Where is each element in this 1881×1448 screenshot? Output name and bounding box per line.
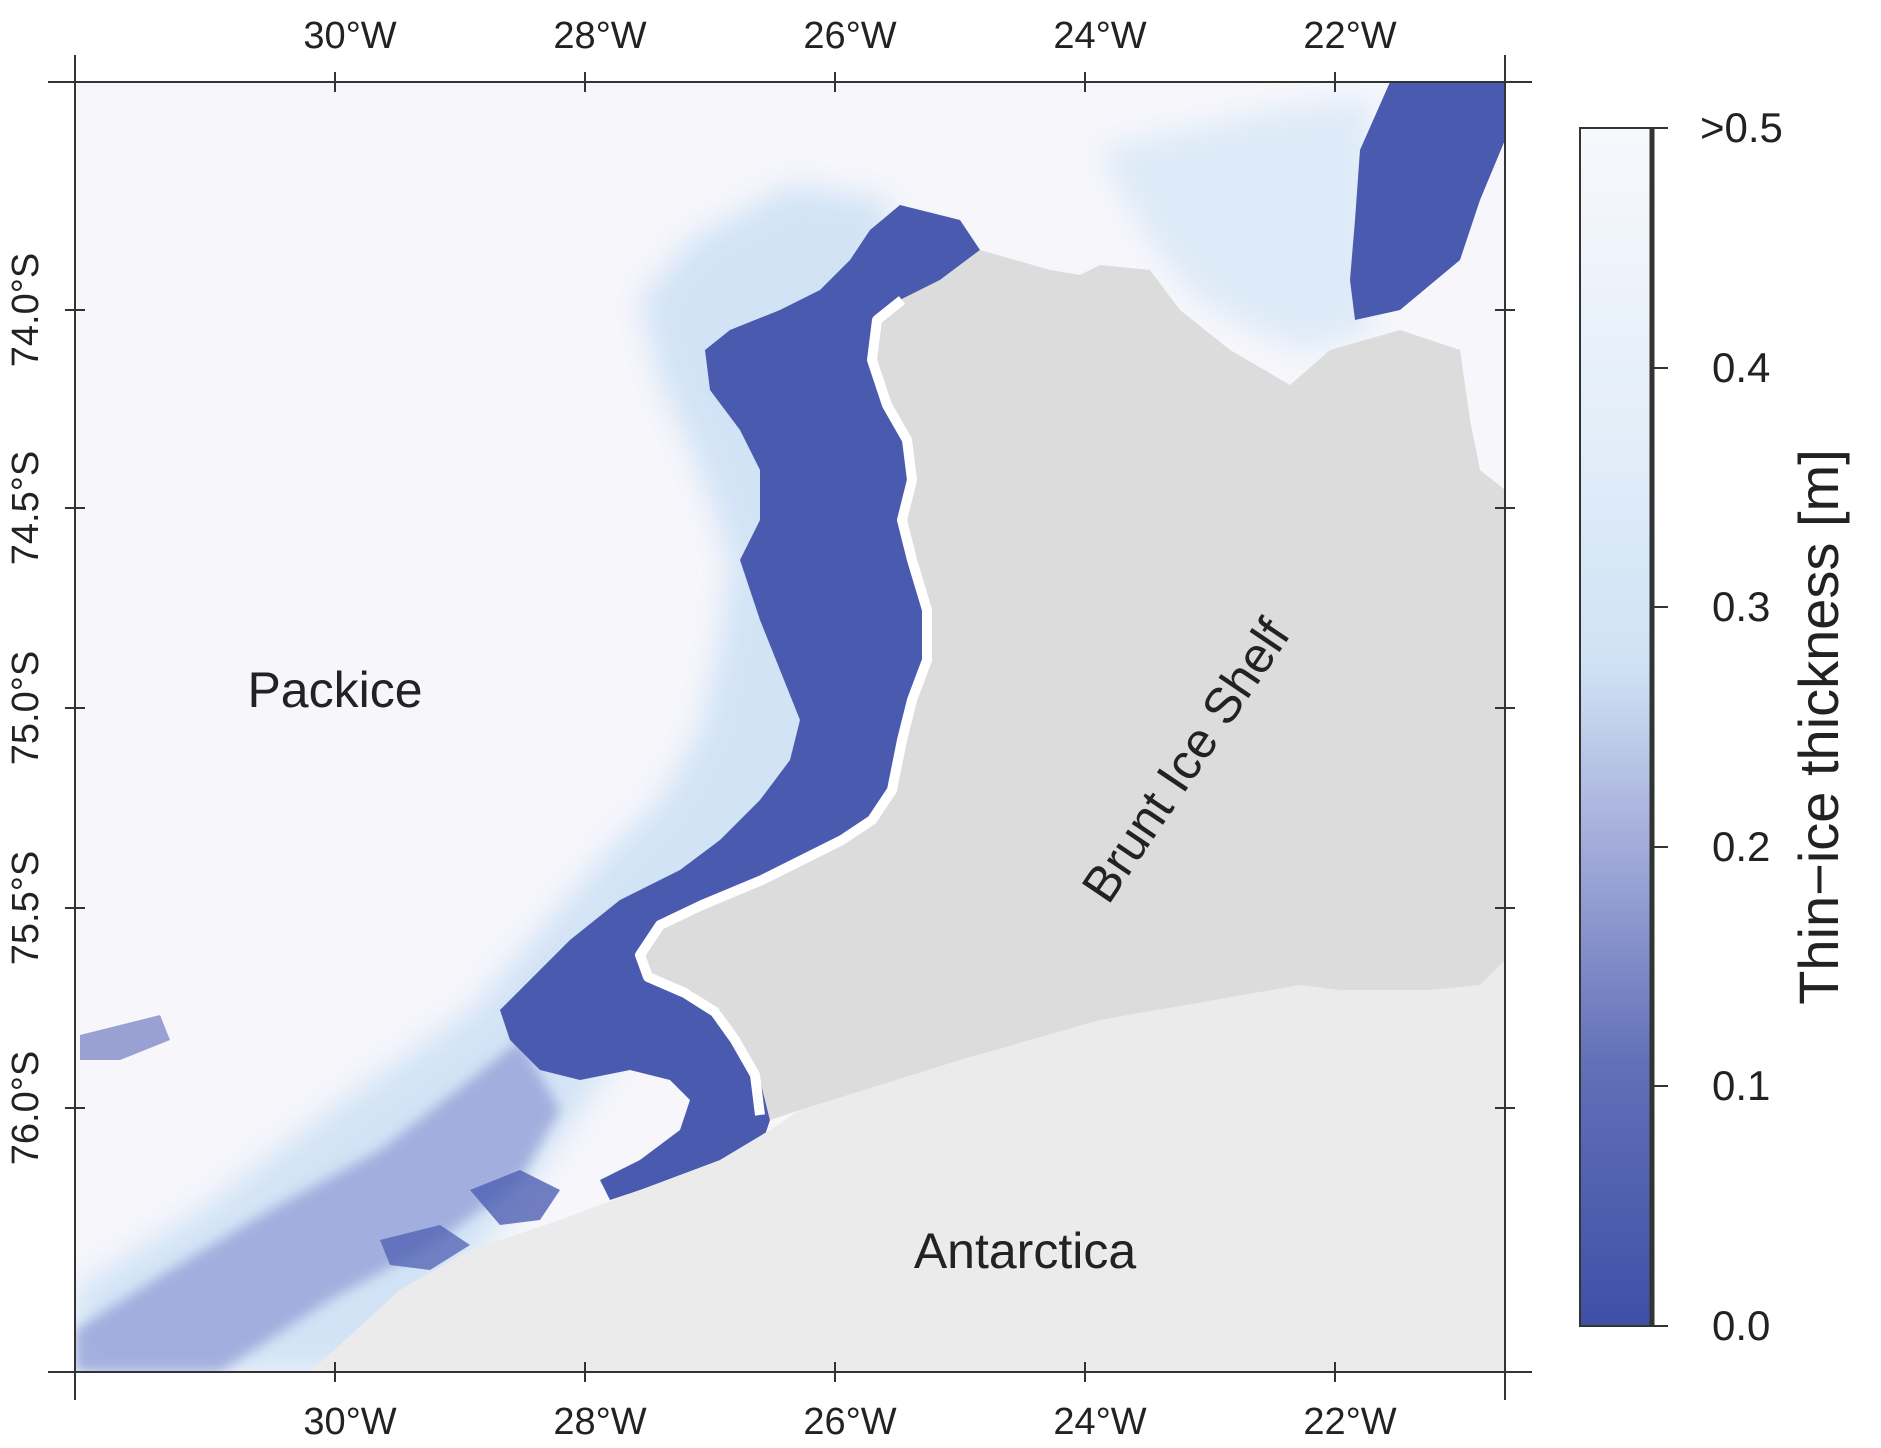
colorbar-tick-label: 0.4 [1712,344,1770,391]
thin-ice-dark-cluster [380,1225,470,1270]
thin-ice-dark-band [500,205,980,1200]
lat-label: 76.0°S [5,1051,47,1166]
thin-ice-dark-band-northeast [1350,82,1505,320]
colorbar-tick-label: 0.0 [1712,1302,1770,1349]
lon-label-bottom: 30°W [303,1401,396,1443]
lat-label: 74.5°S [5,451,47,566]
lat-label: 75.5°S [5,851,47,966]
brunt-ice-shelf [640,250,1505,1120]
lon-label-bottom: 22°W [1303,1401,1396,1443]
thin-ice-light-band-north [1100,100,1370,350]
colorbar: >0.5 0.4 0.3 0.2 0.1 0.0 Thin−ice thickn… [1579,104,1850,1349]
thin-ice-mid-band [75,1040,560,1372]
lon-label-top: 26°W [803,15,896,57]
lon-label-bottom: 28°W [553,1401,646,1443]
thin-ice-dark-cluster [470,1170,560,1225]
colorbar-tick-label: 0.1 [1712,1062,1770,1109]
colorbar-tick-label: 0.3 [1712,583,1770,630]
lon-ticks [334,72,1336,1382]
lon-label-top: 28°W [553,15,646,57]
antarctica-landmass [310,960,1505,1372]
shelf-edge-gap [635,296,932,1116]
lon-label-bottom: 24°W [1053,1401,1146,1443]
colorbar-tick-label: 0.2 [1712,823,1770,870]
colorbar-title: Thin−ice thickness [m] [1787,449,1850,1005]
thin-ice-dark-cluster [80,1015,170,1060]
lat-label: 75.0°S [5,651,47,766]
region-label-continent: Antarctica [914,1223,1137,1279]
colorbar-tick-label: >0.5 [1700,104,1783,151]
lon-label-bottom: 26°W [803,1401,896,1443]
map-panel [75,82,1505,1372]
lon-label-top: 24°W [1053,15,1146,57]
lon-label-top: 30°W [303,15,396,57]
lon-label-top: 22°W [1303,15,1396,57]
region-label-packice: Packice [247,662,422,718]
lat-label: 74.0°S [5,253,47,368]
colorbar-gradient [1579,127,1653,1327]
lat-ticks [65,309,1515,1109]
